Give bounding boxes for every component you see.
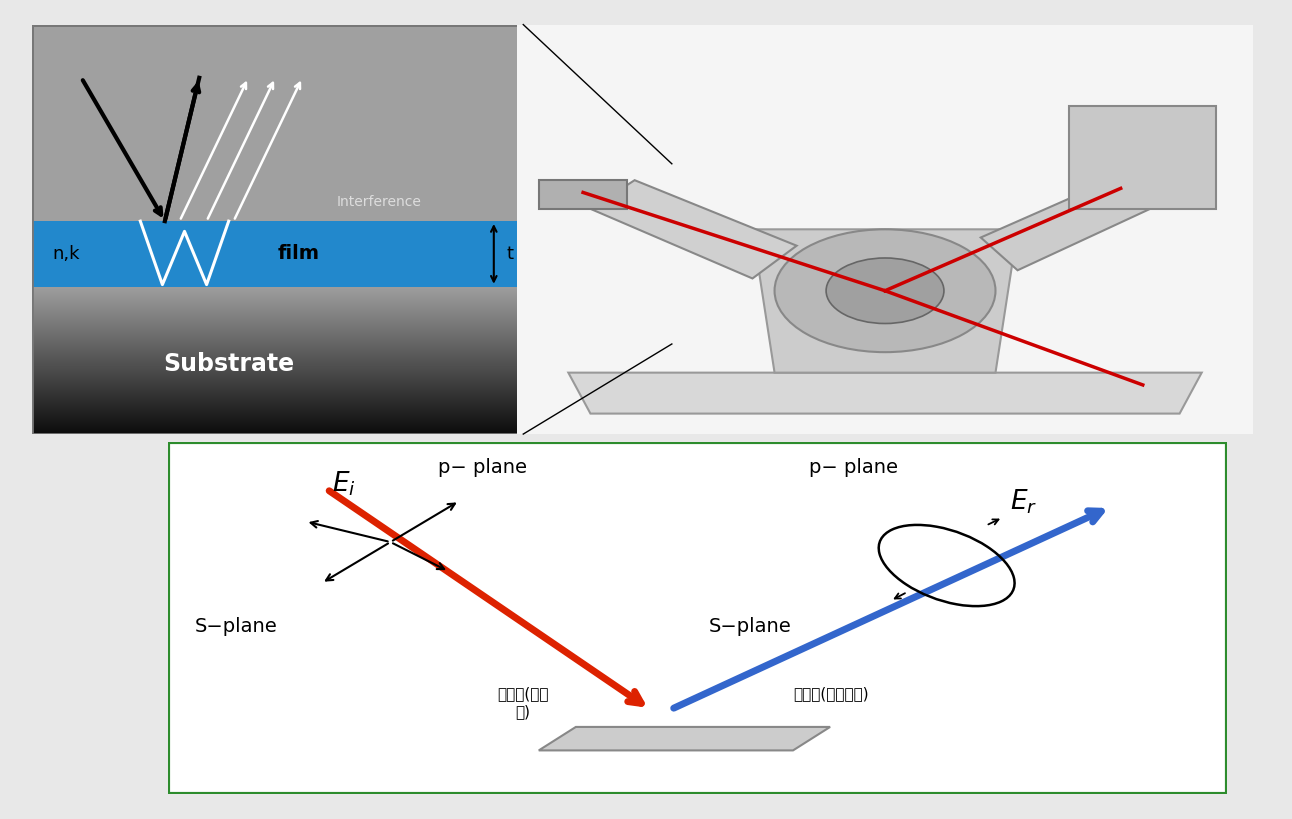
Text: S−plane: S−plane [708,617,791,636]
Text: film: film [278,244,320,264]
Polygon shape [568,373,1202,414]
Bar [539,180,628,209]
Polygon shape [590,180,797,278]
Text: Interference: Interference [337,195,421,209]
Polygon shape [752,229,1018,373]
Bar [32,221,523,287]
Circle shape [775,229,996,352]
Text: t: t [506,245,513,263]
Text: S−plane: S−plane [194,617,278,636]
Bar [1070,106,1217,209]
Text: $E_i$: $E_i$ [332,469,355,498]
Text: p− plane: p− plane [438,459,527,477]
Polygon shape [981,160,1194,270]
Text: $E_r$: $E_r$ [1010,487,1037,516]
Text: 입사광(선편
광): 입사광(선편 광) [497,686,549,719]
Text: p− plane: p− plane [809,459,898,477]
Circle shape [826,258,944,324]
Polygon shape [539,727,831,750]
Text: n,k: n,k [52,245,79,263]
Text: 반사광(타원편광): 반사광(타원편광) [793,686,868,701]
Text: Substrate: Substrate [163,352,295,377]
